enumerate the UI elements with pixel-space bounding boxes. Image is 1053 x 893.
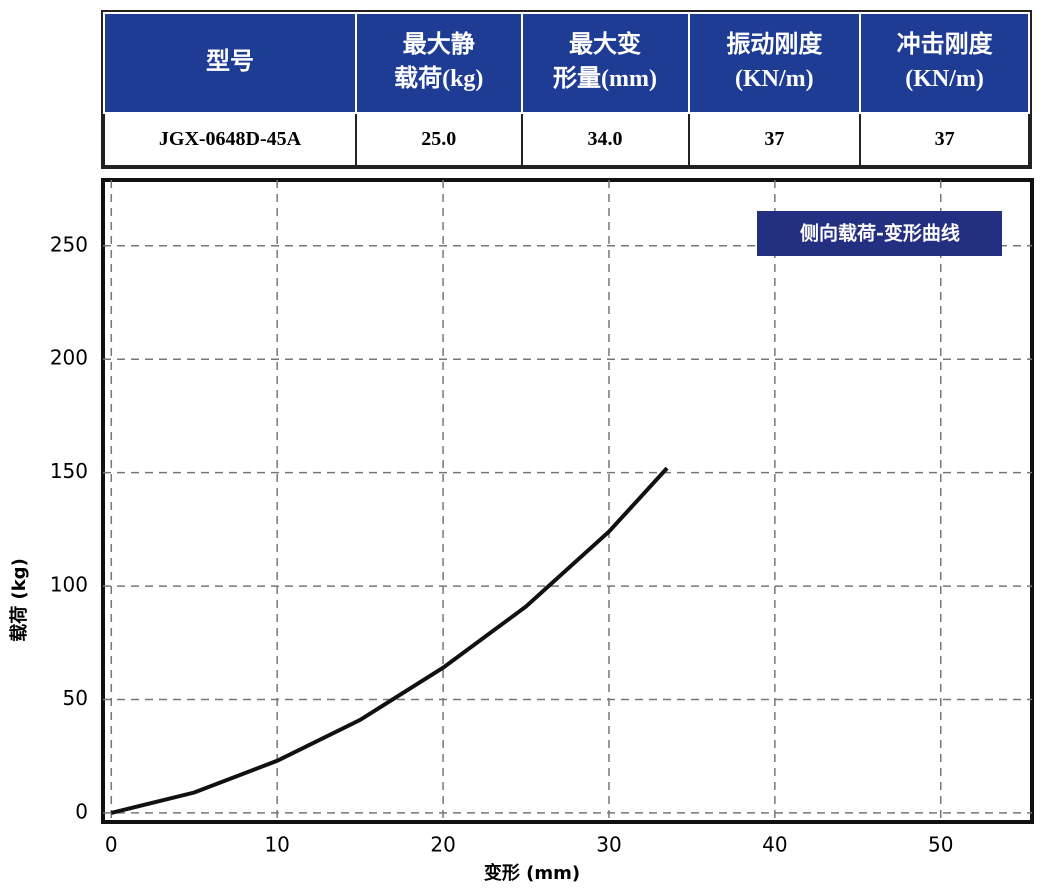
y-tick-label: 250	[50, 232, 88, 256]
header-cell: 型号	[102, 12, 358, 114]
header-cell: 冲击刚度 (KN/m)	[859, 12, 1030, 114]
x-tick-label: 50	[928, 833, 953, 857]
header-text: 最大静	[402, 32, 475, 59]
x-tick-label: 30	[596, 833, 621, 857]
header-text: 形量(mm)	[553, 66, 657, 92]
header-cell: 最大变形量(mm)	[520, 12, 690, 114]
data-cell: JGX-0648D-45A	[102, 112, 358, 167]
legend-label: 侧向载荷-变形曲线	[800, 222, 960, 245]
y-tick-label: 50	[63, 686, 88, 710]
data-row: JGX-0648D-45A 25.0 34.0 37 37	[102, 112, 1030, 167]
legend-box	[757, 211, 1002, 256]
header-text: 振动刚度	[726, 32, 823, 59]
data-cell: 37	[687, 112, 862, 167]
y-tick-label: 200	[50, 346, 88, 370]
y-tick-label: 100	[50, 573, 88, 597]
data-cell: 25.0	[355, 112, 523, 167]
header-text: 最大变	[569, 32, 642, 59]
plot-frame	[101, 178, 1034, 824]
x-axis-label: 变形 (mm)	[484, 862, 580, 884]
data-cell: 34.0	[520, 112, 690, 167]
header-text: 冲击刚度	[896, 32, 993, 59]
x-tick-label: 0	[105, 833, 118, 857]
header-row: 型号 最大静 载荷(kg) 最大变 形量(mm) 振动刚度 (KN/m) 冲击刚度 (KN/m)	[102, 12, 1030, 114]
x-tick-label: 10	[264, 833, 289, 857]
y-tick-label: 150	[50, 459, 88, 483]
header-cell: 振动刚度 (KN/m)	[687, 12, 862, 114]
header-cell: 最大静载荷(kg)	[355, 12, 523, 114]
x-tick-label: 40	[762, 833, 787, 857]
x-tick-label: 20	[430, 833, 455, 857]
header-text: 载荷(kg)	[394, 66, 484, 92]
header-text: 型号	[206, 49, 254, 76]
header-text: (KN/m)	[905, 66, 984, 92]
y-axis-label: 载荷 (kg)	[8, 558, 30, 642]
data-cell: 37	[859, 112, 1030, 167]
load-curve	[110, 466, 669, 815]
y-tick-label: 0	[75, 799, 88, 823]
spec-table: 型号 最大静 载荷(kg) 最大变 形量(mm) 振动刚度 (KN/m) 冲击刚度 (KN/m)…	[101, 10, 1032, 169]
header-text: (KN/m)	[735, 66, 814, 92]
